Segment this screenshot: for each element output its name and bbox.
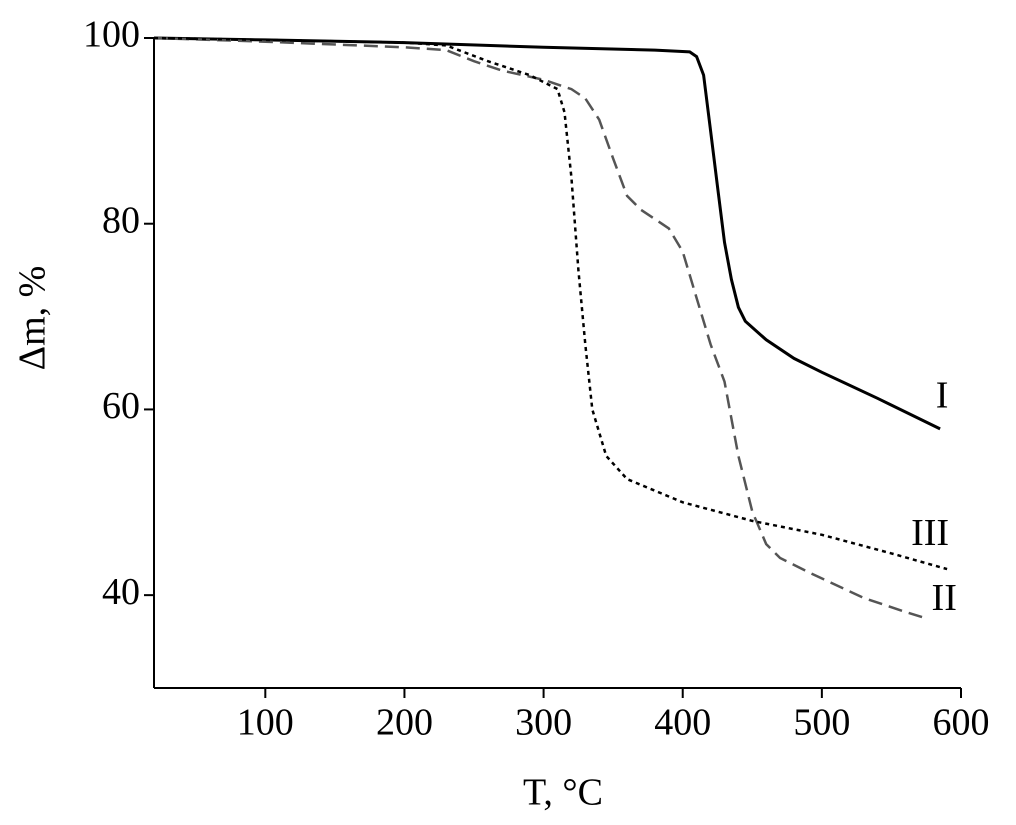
series-line [153, 36, 941, 431]
x-axis-label: T, °C [523, 772, 603, 814]
series-label: III [911, 512, 949, 554]
x-tick-label: 400 [654, 702, 711, 744]
y-axis-label: Δm, % [12, 266, 54, 371]
y-tick-label: 80 [102, 199, 140, 241]
y-tick-label: 100 [83, 14, 140, 56]
series-label: I [936, 375, 949, 417]
series-line [153, 36, 948, 571]
x-tick-label: 200 [376, 702, 433, 744]
x-tick-label: 600 [933, 702, 990, 744]
y-tick-label: 40 [102, 571, 140, 613]
x-tick-label: 100 [237, 702, 294, 744]
x-tick-label: 300 [515, 702, 572, 744]
y-tick-label: 60 [102, 385, 140, 427]
x-tick-label: 500 [793, 702, 850, 744]
series-label: II [932, 577, 957, 619]
series-line [153, 36, 927, 620]
